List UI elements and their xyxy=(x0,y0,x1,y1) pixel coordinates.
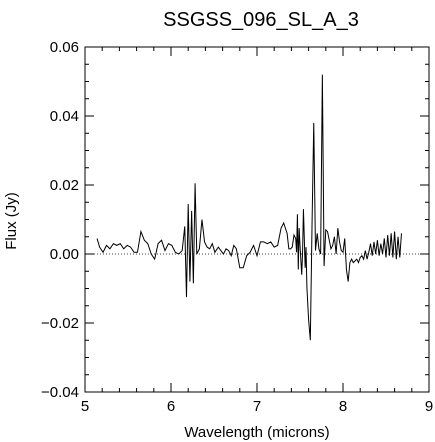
x-tick-label: 6 xyxy=(167,398,175,415)
x-tick-label: 8 xyxy=(339,398,347,415)
y-tick-label: 0.04 xyxy=(50,108,79,125)
chart-title: SSGSS_096_SL_A_3 xyxy=(163,9,359,31)
y-tick-label: 0.06 xyxy=(50,39,79,56)
x-tick-label: 7 xyxy=(253,398,261,415)
x-axis-label: Wavelength (microns) xyxy=(184,424,329,441)
y-tick-label: −0.02 xyxy=(41,315,79,332)
plot-frame xyxy=(84,46,430,393)
x-tick-label: 5 xyxy=(81,398,89,415)
y-axis-label: Flux (Jy) xyxy=(3,192,20,250)
y-tick-label: 0.00 xyxy=(50,246,79,263)
series-line xyxy=(96,74,402,341)
y-tick-label: −0.04 xyxy=(41,384,79,401)
x-tick-label: 9 xyxy=(425,398,433,415)
y-tick-label: 0.02 xyxy=(50,177,79,194)
